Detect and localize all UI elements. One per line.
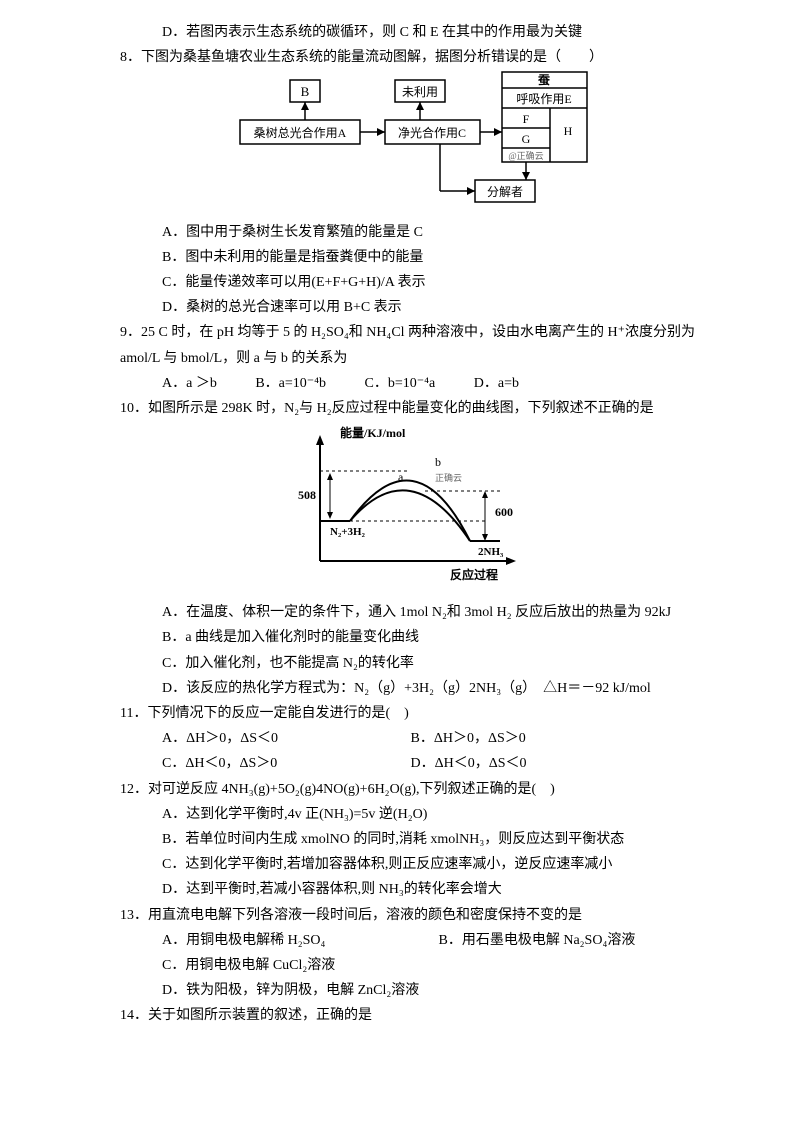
q13-b: B．用石墨电极电解 Na₂SO₄溶液 <box>439 928 636 953</box>
q11-stem: 11．下列情况下的反应一定能自发进行的是( ) <box>120 701 700 726</box>
q8-stem: 8．下图为桑基鱼塘农业生态系统的能量流动图解，据图分析错误的是（ ） <box>120 45 700 70</box>
q14-stem: 14．关于如图所示装置的叙述，正确的是 <box>120 1003 700 1028</box>
chart-mark: 正确云 <box>435 472 462 483</box>
box-decomp: 分解者 <box>487 185 523 199</box>
q12-b: B．若单位时间内生成 xmolNO 的同时,消耗 xmolNH₃，则反应达到平衡… <box>120 827 700 852</box>
q7-option-d: D．若图丙表示生态系统的碳循环，则 C 和 E 在其中的作用最为关键 <box>120 20 700 45</box>
q13-a: A．用铜电极电解稀 H₂SO₄ <box>162 928 400 953</box>
q12-stem: 12．对可逆反应 4NH₃(g)+5O₂(g)4NO(g)+6H₂O(g),下列… <box>120 777 700 802</box>
q12-d: D．达到平衡时,若减小容器体积,则 NH₃的转化率会增大 <box>120 877 700 902</box>
box-a: 桑树总光合作用A <box>254 125 347 140</box>
curve-a: a <box>398 470 404 484</box>
reactant: N₂+3H₂ <box>330 526 366 538</box>
q8-c: C．能量传递效率可以用(E+F+G+H)/A 表示 <box>120 270 700 295</box>
q9-stem2: amol/L 与 bmol/L，则 a 与 b 的关系为 <box>120 346 700 371</box>
product: 2NH₃ <box>478 546 504 558</box>
box-c: 净光合作用C <box>398 125 466 140</box>
q13-row2: C．用铜电极电解 CuCl₂溶液 D．铁为阳极，锌为阴极，电解 ZnCl₂溶液 <box>120 953 700 1003</box>
q12-a: A．达到化学平衡时,4v 正(NH₃)=5v 逆(H₂O) <box>120 802 700 827</box>
box-unused: 未利用 <box>402 85 438 99</box>
mark: @正确云 <box>508 150 543 161</box>
q8-d: D．桑树的总光合速率可以用 B+C 表示 <box>120 295 700 320</box>
q9-a: A．a ＞b <box>162 371 217 396</box>
q9-b: B．a=10⁻⁴b <box>255 371 326 396</box>
box-b: B <box>301 84 310 99</box>
q10-a: A．在温度、体积一定的条件下，通入 1mol N₂和 3mol H₂ 反应后放出… <box>120 600 700 625</box>
q10-b: B．a 曲线是加入催化剂时的能量变化曲线 <box>120 625 700 650</box>
q10-c: C．加入催化剂，也不能提高 N₂的转化率 <box>120 651 700 676</box>
q8-diagram: B 桑树总光合作用A 未利用 净光合作用C 蚕 呼吸作用E <box>120 70 700 219</box>
box-h: H <box>564 124 573 138</box>
q8-a: A．图中用于桑树生长发育繁殖的能量是 C <box>120 220 700 245</box>
box-e: 呼吸作用E <box>516 92 571 106</box>
q11-c: C．ΔH＜0，ΔS＞0 <box>162 751 372 776</box>
ylabel: 能量/KJ/mol <box>340 425 406 440</box>
q9-c: C．b=10⁻⁴a <box>365 371 436 396</box>
curve-b: b <box>435 455 441 469</box>
q11-b: B．ΔH＞0，ΔS＞0 <box>411 726 526 751</box>
exam-page: D．若图丙表示生态系统的碳循环，则 C 和 E 在其中的作用最为关键 8．下图为… <box>0 0 800 1132</box>
q10-stem: 10．如图所示是 298K 时，N₂与 H₂反应过程中能量变化的曲线图，下列叙述… <box>120 396 700 421</box>
q11-row1: A．ΔH＞0，ΔS＜0 B．ΔH＞0，ΔS＞0 <box>120 726 700 751</box>
q9-stem1: 9．25 C 时，在 pH 均等于 5 的 H₂SO₄和 NH₄Cl 两种溶液中… <box>120 320 700 345</box>
q10-chart: 能量/KJ/mol 反应过程 N₂+3H₂ 2NH₃ a b 正确云 508 <box>120 421 700 600</box>
box-f: F <box>523 112 530 126</box>
q13-d: D．铁为阳极，锌为阴极，电解 ZnCl₂溶液 <box>162 978 419 1003</box>
xlabel: 反应过程 <box>450 567 498 582</box>
q9-d: D．a=b <box>474 371 519 396</box>
silk-top: 蚕 <box>537 73 551 87</box>
q13-row1: A．用铜电极电解稀 H₂SO₄ B．用石墨电极电解 Na₂SO₄溶液 <box>120 928 700 953</box>
q11-d: D．ΔH＜0，ΔS＜0 <box>411 751 527 776</box>
q8-b: B．图中未利用的能量是指蚕粪便中的能量 <box>120 245 700 270</box>
q12-c: C．达到化学平衡时,若增加容器体积,则正反应速率减小，逆反应速率减小 <box>120 852 700 877</box>
q9-options: A．a ＞b B．a=10⁻⁴b C．b=10⁻⁴a D．a=b <box>120 371 700 396</box>
y600: 600 <box>495 505 513 519</box>
q13-stem: 13．用直流电电解下列各溶液一段时间后，溶液的颜色和密度保持不变的是 <box>120 903 700 928</box>
q11-row2: C．ΔH＜0，ΔS＞0 D．ΔH＜0，ΔS＜0 <box>120 751 700 776</box>
q13-c: C．用铜电极电解 CuCl₂溶液 <box>162 953 400 978</box>
y508: 508 <box>298 488 316 502</box>
q11-a: A．ΔH＞0，ΔS＜0 <box>162 726 372 751</box>
box-g: G <box>522 132 531 146</box>
q10-d: D．该反应的热化学方程式为：N₂（g）+3H₂（g）2NH₃（g） △H＝－92… <box>120 676 700 701</box>
